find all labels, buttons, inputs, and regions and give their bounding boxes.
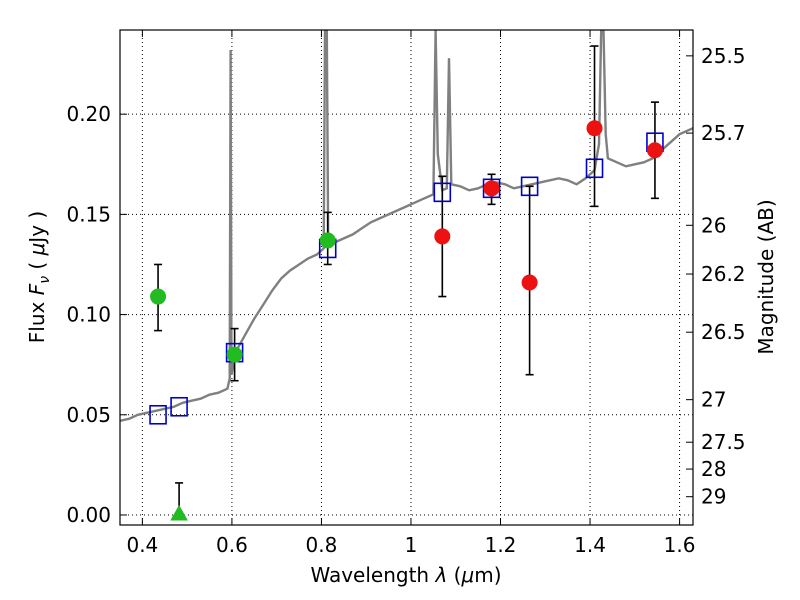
- axis-ticks: [120, 30, 693, 525]
- y2-tick-label: 28: [701, 457, 726, 481]
- model-spectrum-layer: [120, 30, 693, 422]
- model-photometry-square: [433, 182, 452, 203]
- y2-tick-label: 25.5: [701, 44, 746, 68]
- x-tick-label: 1.4: [574, 533, 606, 557]
- y-axis-label: Flux Fν ( μJy ): [25, 211, 53, 343]
- marker-layer: [149, 120, 664, 521]
- y2-tick-label: 26: [701, 213, 726, 237]
- x-tick-label: 0.6: [216, 533, 248, 557]
- observed-point: [646, 142, 663, 159]
- y2-axis-label: Magnitude (AB): [754, 199, 778, 354]
- model-spectrum-line: [120, 30, 693, 422]
- model-photometry-square: [149, 404, 167, 425]
- model-photometry-square: [585, 158, 604, 179]
- observed-point: [434, 228, 451, 245]
- grid-lines: [120, 30, 693, 525]
- observed-point: [150, 288, 167, 305]
- y2-tick-label: 27: [701, 388, 726, 412]
- model-photometry-square: [520, 176, 539, 197]
- observed-point: [586, 120, 603, 137]
- y-tick-label: 0.20: [66, 102, 111, 126]
- x-tick-label: 1.2: [485, 533, 517, 557]
- observed-point: [226, 346, 243, 363]
- y-tick-labels: 0.00 0.05 0.10 0.15 0.20: [66, 102, 111, 527]
- x-tick-label: 0.8: [306, 533, 338, 557]
- y-tick-label: 0.05: [66, 403, 111, 427]
- plot-frame: [119, 29, 694, 526]
- y-tick-label: 0.10: [66, 303, 111, 327]
- y2-tick-label: 25.7: [701, 121, 746, 145]
- model-photometry-square: [170, 396, 188, 417]
- upper-limit-triangle: [170, 504, 188, 521]
- y2-tick-label: 27.5: [701, 430, 746, 454]
- y-tick-label: 0.15: [66, 202, 111, 226]
- observed-point: [521, 274, 538, 291]
- y2-tick-labels: 25.5 25.7 26 26.2 26.5 27 27.5 28 29: [701, 44, 746, 509]
- x-tick-label: 1: [405, 533, 418, 557]
- y-tick-label: 0.00: [66, 503, 111, 527]
- y2-tick-label: 29: [701, 485, 726, 509]
- x-tick-label: 0.4: [126, 533, 158, 557]
- y2-tick-label: 26.5: [701, 320, 746, 344]
- observed-point: [319, 232, 336, 249]
- observed-point: [483, 180, 500, 197]
- y2-tick-label: 26.2: [701, 262, 746, 286]
- x-tick-labels: 0.4 0.6 0.8 1 1.2 1.4 1.6: [126, 533, 695, 557]
- x-tick-label: 1.6: [664, 533, 696, 557]
- x-axis-label: Wavelength λ (μm): [310, 563, 501, 587]
